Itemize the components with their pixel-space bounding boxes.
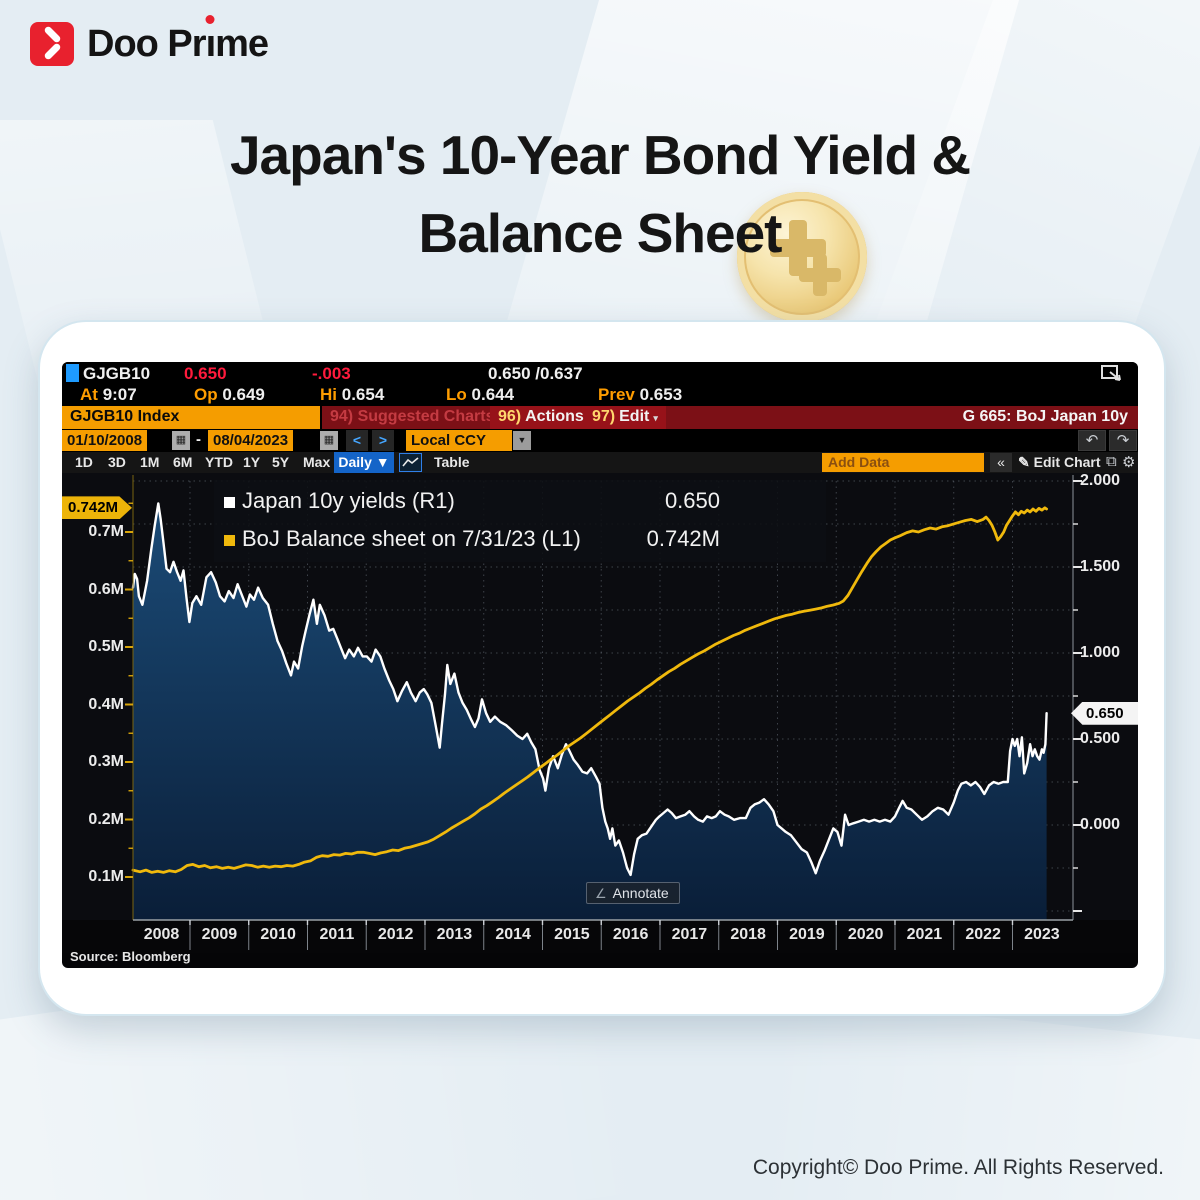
chart-settings-icon[interactable]: ⧉: [1106, 453, 1117, 470]
pencil-icon: ✎: [1018, 454, 1034, 470]
frequency-select[interactable]: Daily ▼: [334, 452, 394, 473]
edit-menu[interactable]: 97) Edit ▾: [584, 406, 666, 429]
menu-row: GJGB10 Index 94) Suggested Charts 96) Act…: [62, 406, 1138, 429]
redo-button[interactable]: ↷: [1109, 430, 1137, 451]
stat-prev: Prev 0.653: [598, 385, 683, 404]
stats-row: At 9:07 Op 0.649 Hi 0.654 Lo 0.644 Prev …: [62, 384, 1138, 406]
stat-op: Op 0.649: [194, 385, 265, 404]
currency-select[interactable]: Local CCY: [406, 430, 512, 451]
end-date-field[interactable]: 08/04/2023: [208, 430, 294, 451]
toolbar-row: 1D 3D 1M 6M YTD 1Y 5Y Max Daily ▼ Table …: [62, 452, 1138, 473]
edit-chart-button[interactable]: ✎ Edit Chart: [1018, 454, 1101, 470]
add-data-input[interactable]: Add Data: [822, 453, 984, 472]
period-1m[interactable]: 1M: [140, 454, 160, 470]
cursor-block: [66, 364, 79, 382]
period-5y[interactable]: 5Y: [272, 454, 290, 470]
page-title: Japan's 10-Year Bond Yield & Balance She…: [0, 116, 1200, 272]
currency-dropdown-arrow-icon[interactable]: ▼: [513, 431, 531, 450]
collapse-panel-button[interactable]: «: [990, 453, 1012, 472]
start-date-field[interactable]: 01/10/2008: [62, 430, 148, 451]
undo-button[interactable]: ↶: [1078, 430, 1106, 451]
logo-i-dot: [205, 14, 215, 24]
bloomberg-terminal-screen: GJGB10 0.650 -.003 0.650 /0.637 At 9:07 …: [62, 362, 1138, 968]
chart-legend[interactable]: Japan 10y yields (R1) 0.650 BoJ Balance …: [214, 480, 826, 562]
line-chart-type-icon[interactable]: [399, 453, 422, 472]
source-label: Source: Bloomberg: [70, 949, 191, 964]
period-6m[interactable]: 6M: [173, 454, 193, 470]
stat-lo: Lo 0.644: [446, 385, 515, 404]
page-title-line2: Balance Sheet: [418, 202, 782, 264]
doo-prime-logo-text: Doo Prı me: [87, 14, 269, 66]
legend-item-yield[interactable]: Japan 10y yields (R1) 0.650: [214, 488, 826, 518]
ticker: GJGB10: [83, 364, 151, 383]
period-1d[interactable]: 1D: [75, 454, 93, 470]
period-3d[interactable]: 3D: [108, 454, 126, 470]
calendar-icon[interactable]: ▦: [320, 431, 338, 450]
screen-grab-icon[interactable]: [1100, 364, 1124, 383]
table-button[interactable]: Table: [434, 454, 470, 470]
stat-hi: Hi 0.654: [320, 385, 385, 404]
legend-marker-yellow: [224, 535, 235, 546]
calendar-icon[interactable]: ▦: [172, 431, 190, 450]
next-range-button[interactable]: >: [372, 430, 394, 451]
chart-title: G 665: BoJ Japan 10y: [962, 408, 1128, 425]
bid-ask: 0.650 /0.637: [488, 364, 583, 383]
legend-marker-white: [224, 497, 235, 508]
range-row: 01/10/2008 ▦ - 08/04/2023 ▦ < > Local CC…: [62, 429, 1138, 452]
page-title-line1: Japan's 10-Year Bond Yield &: [229, 124, 971, 186]
date-separator: -: [196, 431, 201, 448]
chevron-down-icon: ▾: [653, 413, 658, 423]
period-ytd[interactable]: YTD: [205, 454, 233, 470]
menu-bar: 94) Suggested Charts 96)Actions▾ 97)Edit…: [322, 406, 1138, 429]
copyright-text: Copyright© Doo Prime. All Rights Reserve…: [752, 1156, 1164, 1179]
period-1y[interactable]: 1Y: [243, 454, 261, 470]
stat-at: At 9:07: [80, 385, 137, 404]
suggested-charts-item[interactable]: 94) Suggested Charts: [330, 408, 495, 425]
prev-range-button[interactable]: <: [346, 430, 368, 451]
price-change: -.003: [312, 364, 351, 383]
period-max[interactable]: Max: [303, 454, 331, 470]
last-price: 0.650: [184, 364, 227, 383]
yield-last-value-badge: 0.650: [1071, 701, 1138, 725]
doo-prime-logo-icon: [30, 22, 74, 66]
security-field[interactable]: GJGB10 Index: [62, 406, 320, 429]
balance-last-value-badge: 0.742M: [62, 496, 132, 520]
annotate-pencil-icon: ∠: [595, 886, 607, 901]
gear-icon[interactable]: ⚙: [1122, 454, 1136, 471]
doo-prime-logo: Doo Prı me: [30, 14, 269, 66]
annotate-button[interactable]: ∠ Annotate: [586, 882, 680, 904]
quote-row: GJGB10 0.650 -.003 0.650 /0.637: [62, 362, 1138, 384]
legend-item-balance[interactable]: BoJ Balance sheet on 7/31/23 (L1) 0.742M: [214, 526, 826, 556]
